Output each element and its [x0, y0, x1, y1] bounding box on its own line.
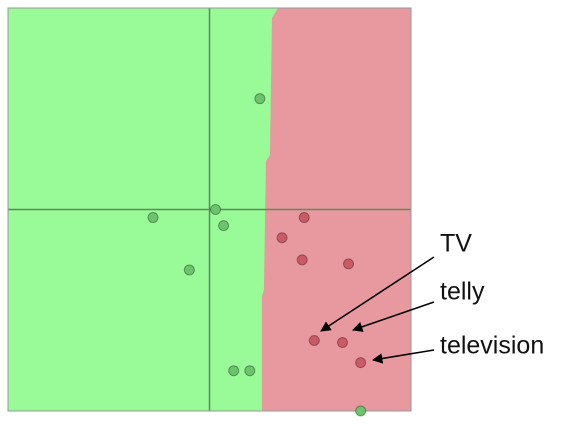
point	[254, 93, 266, 105]
point	[218, 220, 230, 232]
plot-frame	[7, 7, 412, 412]
point	[336, 336, 348, 348]
annotation: TV	[440, 230, 472, 258]
point	[296, 254, 308, 266]
point	[343, 258, 355, 270]
annotation-arrow	[320, 256, 435, 332]
point	[244, 365, 256, 377]
point	[308, 334, 320, 346]
point	[276, 232, 288, 244]
point	[183, 264, 195, 276]
point	[298, 212, 310, 224]
point	[228, 365, 240, 377]
annotation-arrow	[352, 301, 435, 332]
point	[210, 204, 222, 215]
annotation-arrow	[371, 349, 435, 364]
point	[355, 357, 367, 369]
point	[355, 405, 367, 417]
annotation: telly	[440, 278, 485, 306]
point	[147, 212, 159, 224]
annotation: television	[440, 332, 544, 360]
